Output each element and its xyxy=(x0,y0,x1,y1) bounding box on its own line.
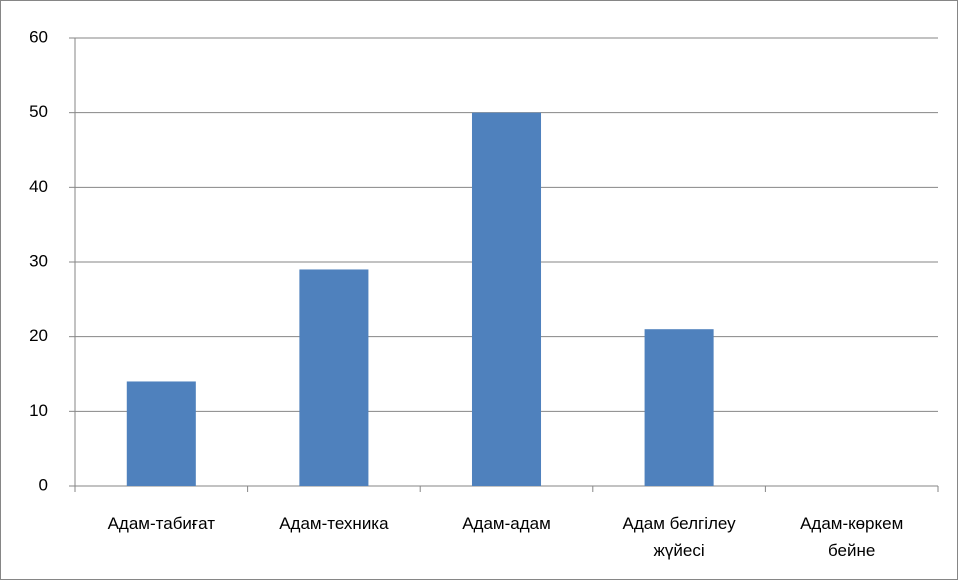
x-tick-label: Адам-табиғат xyxy=(107,514,215,533)
y-tick-label: 50 xyxy=(29,102,48,121)
y-tick-label: 40 xyxy=(29,177,48,196)
x-tick-label: Адам-техника xyxy=(279,514,389,533)
x-tick-label: Адам белгілеу жүйесі xyxy=(622,514,736,560)
x-tick-label: Адам-көркем бейне xyxy=(800,514,904,560)
bar xyxy=(644,329,714,486)
bar xyxy=(126,381,196,486)
bar xyxy=(299,269,369,486)
y-tick-label: 10 xyxy=(29,401,48,420)
bar xyxy=(471,112,542,487)
x-tick-label: Адам-адам xyxy=(462,514,551,533)
y-tick-label: 0 xyxy=(39,475,48,494)
y-tick-label: 20 xyxy=(29,326,48,345)
y-tick-label: 60 xyxy=(29,27,48,46)
y-tick-label: 30 xyxy=(29,251,48,270)
